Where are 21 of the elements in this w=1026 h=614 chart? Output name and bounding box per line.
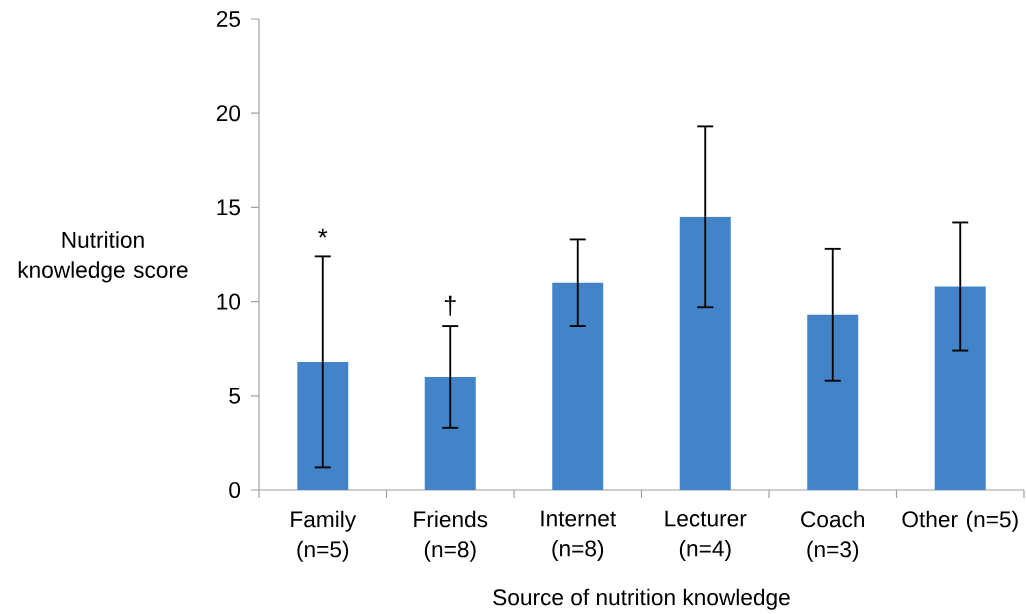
bar xyxy=(679,216,731,490)
annotation: † xyxy=(444,295,456,316)
y-tick-label: 20 xyxy=(216,105,241,122)
y-axis-title: Nutrition knowledge score xyxy=(18,231,188,283)
x-axis-title: Source of nutrition knowledge xyxy=(493,588,790,610)
bar xyxy=(552,282,604,490)
y-tick-label: 0 xyxy=(229,481,241,499)
x-tick-label: Family (n=5) xyxy=(291,510,357,562)
x-tick-label: Lecturer (n=4) xyxy=(665,510,747,561)
x-tick-label: Internet (n=8) xyxy=(541,510,616,561)
y-tick-label: 15 xyxy=(217,199,240,216)
bar xyxy=(807,314,859,490)
x-tick-label: Coach (n=3) xyxy=(801,510,864,562)
x-tick-label: Friends (n=8) xyxy=(414,510,488,562)
bar xyxy=(424,376,476,490)
annotation: * xyxy=(318,228,328,238)
x-tick-label: Other (n=5) xyxy=(902,510,1018,532)
y-tick-label: 10 xyxy=(217,293,241,310)
y-tick-label: 5 xyxy=(229,387,240,404)
bar xyxy=(934,286,986,490)
y-tick-label: 25 xyxy=(216,10,240,28)
